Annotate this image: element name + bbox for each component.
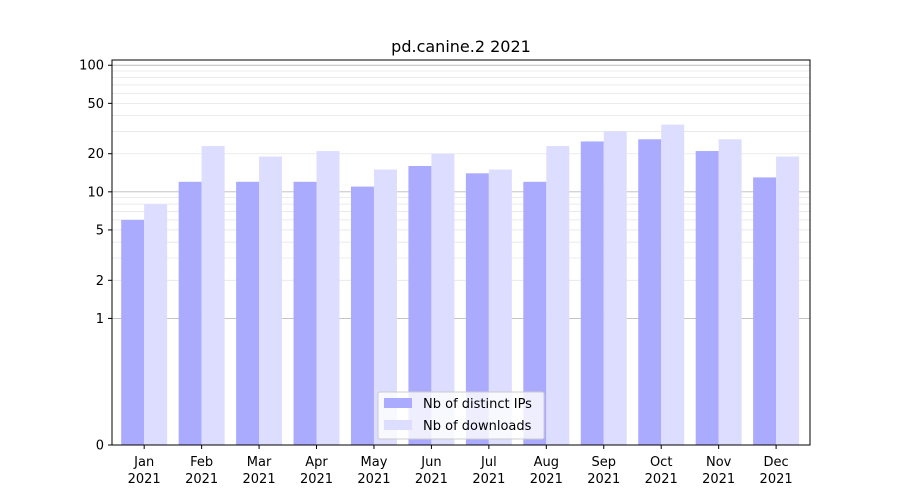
bar-distinct-ips-may bbox=[350, 186, 374, 446]
x-tick-label-year: 2021 bbox=[472, 472, 505, 487]
bar-distinct-ips-feb bbox=[178, 181, 202, 445]
bar-downloads-feb bbox=[201, 146, 225, 445]
bar-downloads-jul bbox=[488, 169, 512, 445]
bar-downloads-aug bbox=[546, 146, 570, 445]
x-tick-label-year: 2021 bbox=[702, 472, 735, 487]
bar-distinct-ips-jan bbox=[121, 219, 145, 445]
y-tick-label: 20 bbox=[87, 147, 104, 162]
bar-distinct-ips-aug bbox=[523, 181, 547, 445]
bar-distinct-ips-jun bbox=[408, 165, 432, 446]
x-tick-label-year: 2021 bbox=[760, 472, 793, 487]
x-tick-label-year: 2021 bbox=[587, 472, 620, 487]
legend-label-downloads: Nb of downloads bbox=[423, 419, 532, 434]
x-tick-label-month: Dec bbox=[764, 455, 789, 470]
y-tick-label: 2 bbox=[96, 274, 104, 289]
x-tick-label-year: 2021 bbox=[415, 472, 448, 487]
y-tick-label: 10 bbox=[87, 185, 104, 200]
x-tick-label-year: 2021 bbox=[128, 472, 161, 487]
y-tick-label: 1 bbox=[96, 312, 104, 327]
legend-box bbox=[377, 391, 545, 440]
legend-swatch-downloads bbox=[384, 420, 412, 430]
x-tick-label-month: Jan bbox=[133, 455, 154, 470]
x-tick-label-month: May bbox=[361, 455, 388, 470]
x-tick-label-year: 2021 bbox=[357, 472, 390, 487]
x-tick-label-year: 2021 bbox=[185, 472, 218, 487]
bars-layer bbox=[121, 124, 800, 446]
x-tick-label-year: 2021 bbox=[530, 472, 563, 487]
bar-distinct-ips-jul bbox=[465, 173, 489, 445]
chart-title: pd.canine.2 2021 bbox=[391, 37, 531, 56]
y-tick-label: 5 bbox=[96, 223, 104, 238]
bar-downloads-apr bbox=[316, 151, 340, 445]
x-tick-label-year: 2021 bbox=[300, 472, 333, 487]
bar-downloads-jan bbox=[144, 204, 168, 445]
plot-frame bbox=[111, 59, 811, 446]
x-tick-label-month: Jun bbox=[420, 455, 441, 470]
x-tick-label-month: Apr bbox=[305, 455, 328, 470]
legend-swatch-distinct-ips bbox=[384, 398, 412, 408]
bar-distinct-ips-apr bbox=[293, 181, 317, 445]
x-axis: Jan 2021 Feb 2021 Mar 2021 Apr 2021 May 2021 Jun 20… bbox=[128, 445, 793, 487]
y-tick-label: 50 bbox=[87, 97, 104, 112]
legend-label-distinct-ips: Nb of distinct IPs bbox=[423, 397, 532, 412]
bar-downloads-nov bbox=[718, 139, 742, 445]
legend: Nb of distinct IPs Nb of downloads bbox=[377, 391, 545, 440]
bar-distinct-ips-dec bbox=[753, 177, 777, 446]
y-tick-label: 100 bbox=[79, 59, 104, 74]
bar-downloads-sep bbox=[603, 131, 627, 445]
x-tick-label-year: 2021 bbox=[243, 472, 276, 487]
x-tick-label-month: Feb bbox=[190, 455, 213, 470]
bar-distinct-ips-oct bbox=[638, 139, 662, 445]
bar-downloads-jun bbox=[431, 153, 455, 446]
bar-downloads-dec bbox=[776, 156, 800, 446]
x-tick-label-year: 2021 bbox=[645, 472, 678, 487]
bar-distinct-ips-nov bbox=[695, 151, 719, 445]
y-axis: 0 1 2 5 10 20 50 100 bbox=[79, 59, 112, 454]
grid-layer bbox=[112, 64, 810, 319]
x-tick-label-month: Sep bbox=[592, 455, 617, 470]
y-tick-label: 0 bbox=[96, 439, 104, 454]
x-tick-label-month: Mar bbox=[247, 455, 272, 470]
bar-downloads-mar bbox=[259, 156, 283, 446]
x-tick-label-month: Aug bbox=[534, 455, 559, 470]
bar-distinct-ips-sep bbox=[580, 141, 604, 445]
bar-downloads-oct bbox=[661, 124, 685, 445]
x-tick-label-month: Oct bbox=[650, 455, 672, 470]
bar-downloads-may bbox=[373, 169, 397, 445]
x-tick-label-month: Jul bbox=[480, 455, 497, 470]
x-tick-label-month: Nov bbox=[706, 455, 732, 470]
bar-distinct-ips-mar bbox=[236, 181, 260, 445]
